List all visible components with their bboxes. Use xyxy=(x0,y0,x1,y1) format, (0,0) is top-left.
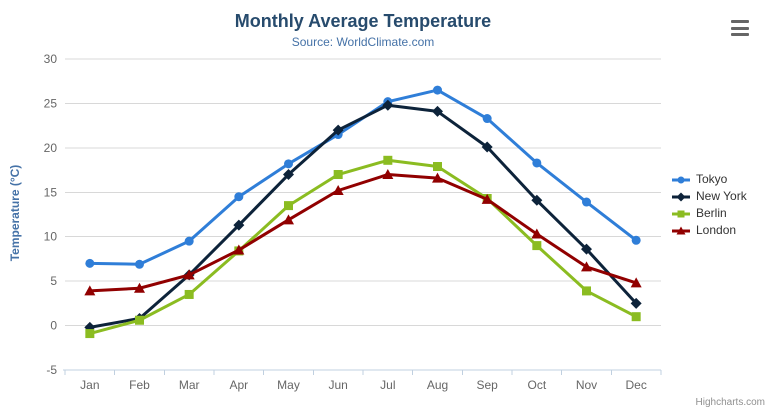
series-tokyo-point xyxy=(532,158,542,168)
x-tick-label: Oct xyxy=(527,378,546,392)
chart-subtitle: Source: WorldClimate.com xyxy=(291,35,435,49)
x-tick-label: Jan xyxy=(80,378,99,392)
legend-symbol-marker xyxy=(677,210,685,217)
x-tick-label: Apr xyxy=(229,378,248,392)
series-tokyo-point xyxy=(433,85,442,95)
y-tick-label: 25 xyxy=(44,96,58,110)
series-london-point xyxy=(581,261,592,272)
series-london-point xyxy=(84,285,96,296)
series-new-york-point xyxy=(233,219,245,231)
x-tick-label: Jun xyxy=(328,378,347,392)
y-tick-label: 20 xyxy=(44,141,58,155)
legend-symbol-marker xyxy=(677,176,685,183)
series-london-point xyxy=(332,185,344,196)
y-tick-label: 15 xyxy=(44,185,58,199)
legend-label: New York xyxy=(696,189,747,203)
series-tokyo-point xyxy=(631,235,641,245)
series-berlin-point xyxy=(284,201,293,211)
y-tick-label: 0 xyxy=(50,319,57,333)
series-berlin-line xyxy=(88,158,638,336)
series-tokyo[interactable] xyxy=(85,85,641,269)
series-tokyo-point xyxy=(582,197,591,207)
legend-label: London xyxy=(696,223,737,237)
series-berlin-point xyxy=(184,289,194,299)
legend-marker-circle-icon xyxy=(672,176,690,183)
series-berlin-point xyxy=(383,155,393,165)
series-tokyo-point xyxy=(85,258,95,268)
y-tick-label: 10 xyxy=(44,230,58,244)
series-london[interactable] xyxy=(84,169,642,296)
series-tokyo-point xyxy=(234,192,244,202)
series-london-point xyxy=(183,269,195,280)
series-berlin-point xyxy=(333,170,343,180)
series-london-point xyxy=(432,172,443,183)
y-axis-title: Temperature (°C) xyxy=(8,164,22,262)
y-tick-label: 5 xyxy=(50,274,57,288)
context-menu-button[interactable] xyxy=(731,19,751,37)
series-london-line xyxy=(88,173,638,293)
series-berlin-point xyxy=(433,162,442,172)
legend-label: Berlin xyxy=(696,206,727,220)
y-tick-label: -5 xyxy=(46,363,57,377)
legend-item-berlin[interactable]: Berlin xyxy=(671,206,747,221)
legend-item-london[interactable]: London xyxy=(671,223,747,238)
credits-link[interactable]: Highcharts.com xyxy=(695,397,765,408)
legend-symbol-marker xyxy=(676,226,686,234)
x-tick-label: Nov xyxy=(576,378,597,392)
series-new-york-point xyxy=(382,99,394,111)
series-london-point xyxy=(630,277,642,288)
legend-marker-square-icon xyxy=(672,210,690,217)
x-tick-label: Feb xyxy=(129,378,150,392)
chart-title: Monthly Average Temperature xyxy=(234,11,492,31)
series-tokyo-point xyxy=(284,159,293,169)
x-tick-label: Jul xyxy=(380,378,395,392)
series-london-point xyxy=(233,244,245,255)
series-london-point xyxy=(134,282,145,293)
series-new-york-line xyxy=(88,103,638,329)
series-tokyo-point xyxy=(184,236,194,246)
series-london-point xyxy=(531,228,543,239)
x-tick-label: Mar xyxy=(179,378,200,392)
legend-marker-diamond-icon xyxy=(672,192,690,201)
legend-label: Tokyo xyxy=(696,172,728,186)
series-new-york-point xyxy=(531,194,543,206)
y-tick-label: 30 xyxy=(44,52,58,66)
series-berlin-point xyxy=(532,241,542,251)
series-new-york-point xyxy=(332,124,344,136)
legend-symbol-marker xyxy=(676,192,686,201)
series-new-york[interactable] xyxy=(84,99,642,333)
x-tick-label: Aug xyxy=(427,378,448,392)
x-tick-label: Dec xyxy=(625,378,646,392)
legend-item-new-york[interactable]: New York xyxy=(671,189,747,204)
legend-item-tokyo[interactable]: Tokyo xyxy=(671,172,747,187)
series-new-york-point xyxy=(283,169,294,181)
series-new-york-point xyxy=(630,297,642,309)
legend-marker-triangle-icon xyxy=(672,226,690,234)
series-tokyo-point xyxy=(135,259,144,269)
series-london-point xyxy=(481,193,493,204)
series-new-york-point xyxy=(432,105,443,117)
series-london-point xyxy=(382,169,394,180)
series-new-york-point xyxy=(481,141,493,153)
series-berlin-point xyxy=(85,329,95,339)
series-tokyo-point xyxy=(482,114,492,124)
legend: Tokyo New York Berlin London xyxy=(671,172,747,238)
series-london-point xyxy=(283,214,294,225)
series-berlin-point xyxy=(582,286,591,296)
x-tick-label: Sep xyxy=(476,378,498,392)
series-new-york-point xyxy=(581,243,592,255)
x-tick-label: May xyxy=(277,378,300,392)
series-berlin-point xyxy=(631,312,641,322)
series-berlin-point xyxy=(135,315,144,325)
